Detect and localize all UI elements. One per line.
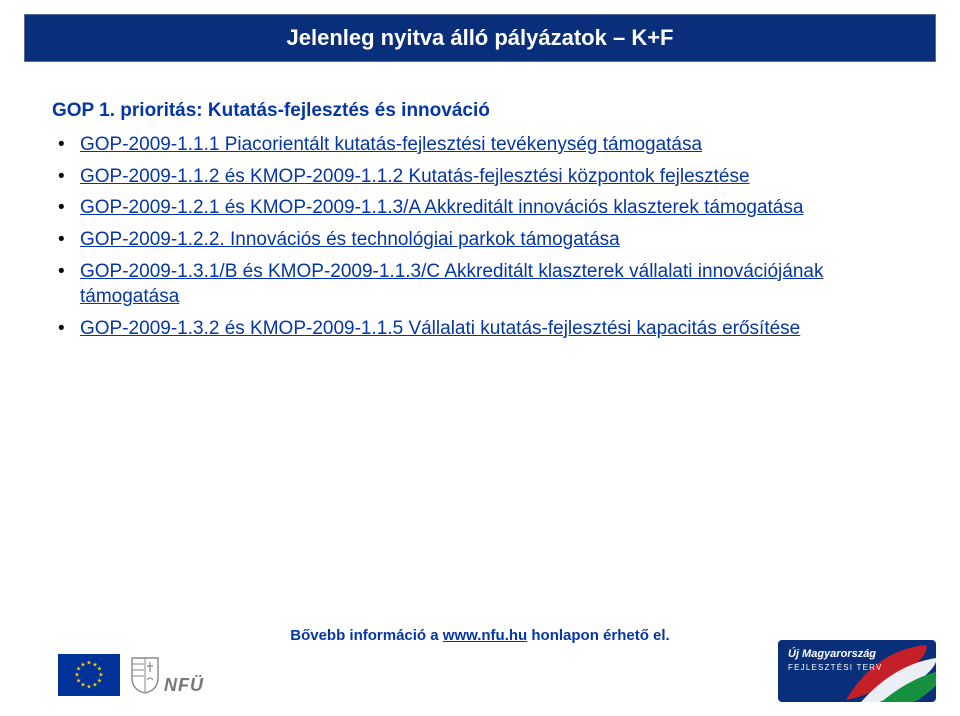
footer-link[interactable]: www.nfu.hu <box>443 627 527 644</box>
grant-link[interactable]: GOP-2009-1.1.2 és KMOP-2009-1.1.2 Kutatá… <box>80 166 750 187</box>
umft-line2: FEJLESZTÉSI TERV <box>788 663 882 672</box>
list-item: GOP-2009-1.2.2. Innovációs és technológi… <box>52 227 908 253</box>
footer-suffix: honlapon érhető el. <box>527 627 670 644</box>
section-heading: GOP 1. prioritás: Kutatás-fejlesztés és … <box>52 100 908 122</box>
grant-link[interactable]: GOP-2009-1.2.2. Innovációs és technológi… <box>80 229 620 250</box>
list-item: GOP-2009-1.1.1 Piacorientált kutatás-fej… <box>52 132 908 158</box>
list-item: GOP-2009-1.3.1/B és KMOP-2009-1.1.3/C Ak… <box>52 259 908 310</box>
eu-flag-icon: ★★★★★★★★★★★★ <box>58 654 120 696</box>
umft-text: Új Magyarország FEJLESZTÉSI TERV <box>788 648 882 672</box>
footer: Bővebb információ a www.nfu.hu honlapon … <box>0 620 960 716</box>
hungary-crest-icon <box>130 654 160 694</box>
nfu-logo-text: NFÜ <box>164 675 204 696</box>
umft-line1: Új Magyarország <box>788 648 882 661</box>
grant-link[interactable]: GOP-2009-1.3.2 és KMOP-2009-1.1.5 Vállal… <box>80 318 800 339</box>
bullet-list: GOP-2009-1.1.1 Piacorientált kutatás-fej… <box>52 132 908 341</box>
footer-prefix: Bővebb információ a <box>290 627 443 644</box>
umft-logo: Új Magyarország FEJLESZTÉSI TERV <box>778 640 936 702</box>
list-item: GOP-2009-1.2.1 és KMOP-2009-1.1.3/A Akkr… <box>52 195 908 221</box>
grant-link[interactable]: GOP-2009-1.3.1/B és KMOP-2009-1.1.3/C Ak… <box>80 261 823 308</box>
grant-link[interactable]: GOP-2009-1.1.1 Piacorientált kutatás-fej… <box>80 134 702 155</box>
title-bar: Jelenleg nyitva álló pályázatok – K+F <box>24 14 936 62</box>
list-item: GOP-2009-1.3.2 és KMOP-2009-1.1.5 Vállal… <box>52 316 908 342</box>
title-bar-text: Jelenleg nyitva álló pályázatok – K+F <box>287 25 674 51</box>
content-area: GOP 1. prioritás: Kutatás-fejlesztés és … <box>52 100 908 347</box>
list-item: GOP-2009-1.1.2 és KMOP-2009-1.1.2 Kutatá… <box>52 164 908 190</box>
grant-link[interactable]: GOP-2009-1.2.1 és KMOP-2009-1.1.3/A Akkr… <box>80 197 803 218</box>
